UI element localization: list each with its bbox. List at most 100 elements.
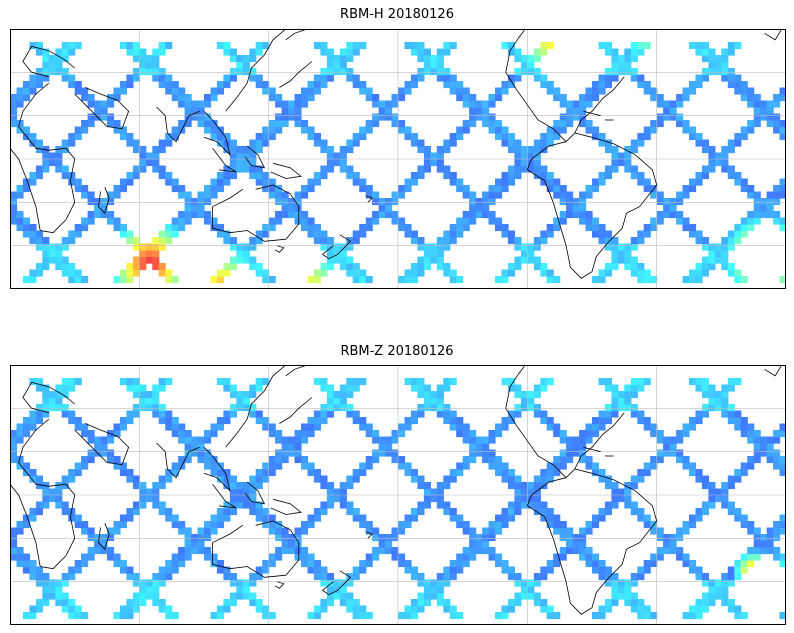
swath-cell: [16, 456, 24, 464]
swath-cell: [611, 152, 619, 160]
swath-cell: [617, 404, 625, 412]
swath-cell: [320, 599, 328, 607]
swath-cell: [469, 113, 477, 121]
swath-cell: [320, 417, 328, 425]
swath-cell: [520, 501, 528, 509]
swath-cell: [242, 55, 250, 63]
swath-cell: [42, 152, 50, 160]
swath-cell: [436, 61, 444, 69]
swath-cell: [727, 74, 735, 82]
swath-cell: [171, 276, 179, 284]
swath-cell: [501, 417, 509, 425]
swath-cell: [721, 55, 729, 63]
swath-cell: [462, 224, 470, 232]
swath-cell: [204, 217, 212, 225]
swath-cell: [624, 152, 632, 160]
swath-cell: [740, 81, 748, 89]
swath-cell: [624, 391, 632, 399]
swath-cell: [520, 61, 528, 69]
swath-cell: [708, 488, 716, 496]
swath-cell: [119, 462, 127, 470]
swath-cell: [307, 217, 315, 225]
swath-cell: [152, 68, 160, 76]
swath-cell: [727, 243, 735, 251]
swath-cell: [695, 573, 703, 581]
swath-cell: [113, 560, 121, 568]
swath-cell: [572, 107, 580, 115]
swath-cell: [236, 488, 244, 496]
swath-cell: [527, 68, 535, 76]
swath-cell: [404, 462, 412, 470]
swath-cell: [178, 120, 186, 128]
swath-cell: [721, 68, 729, 76]
swath-cell: [721, 404, 729, 412]
swath-cell: [216, 605, 224, 613]
swath-cell: [255, 417, 263, 425]
swath-cell: [216, 172, 224, 180]
swath-cell: [643, 126, 651, 134]
swath-cell: [223, 230, 231, 238]
swath-cell: [624, 495, 632, 503]
swath-cell: [520, 482, 528, 490]
swath-cell: [501, 612, 509, 620]
swath-cell: [689, 81, 697, 89]
swath-cell: [35, 599, 43, 607]
swath-cell: [598, 475, 606, 483]
swath-cell: [313, 276, 321, 284]
swath-cell: [216, 224, 224, 232]
swath-cell: [727, 404, 735, 412]
swath-cell: [29, 514, 37, 522]
swath-cell: [488, 126, 496, 134]
swath-cell: [753, 120, 761, 128]
swath-cell: [553, 560, 561, 568]
swath-cell: [152, 165, 160, 173]
swath-cell: [42, 573, 50, 581]
swath-cell: [495, 469, 503, 477]
swath-cell: [727, 230, 735, 238]
swath-cell: [643, 178, 651, 186]
swath-cell: [152, 397, 160, 405]
swath-cell: [727, 508, 735, 516]
swath-cell: [275, 534, 283, 542]
swath-cell: [223, 165, 231, 173]
swath-cell: [126, 74, 134, 82]
swath-cell: [307, 417, 315, 425]
swath-cell: [16, 211, 24, 219]
swath-cell: [68, 81, 76, 89]
swath-cell: [507, 48, 515, 56]
swath-cell: [372, 527, 380, 535]
swath-cell: [158, 269, 166, 277]
swath-cell: [604, 81, 612, 89]
swath-cell: [307, 230, 315, 238]
swath-cell: [604, 74, 612, 82]
swath-cell: [171, 566, 179, 574]
swath-cell: [656, 100, 664, 108]
swath-cell: [753, 456, 761, 464]
swath-cell: [566, 100, 574, 108]
swath-cell: [333, 579, 341, 587]
swath-cell: [184, 204, 192, 212]
swath-cell: [262, 133, 270, 141]
swath-cell: [378, 443, 386, 451]
swath-cell: [482, 198, 490, 206]
swath-cell: [210, 191, 218, 199]
swath-cell: [721, 48, 729, 56]
swath-cell: [178, 217, 186, 225]
swath-cell: [165, 573, 173, 581]
swath-cell: [507, 74, 515, 82]
swath-cell: [546, 566, 554, 574]
swath-cell: [313, 378, 321, 386]
swath-cell: [585, 456, 593, 464]
coastline: [10, 418, 76, 570]
swath-cell: [87, 456, 95, 464]
swath-cell: [81, 120, 89, 128]
swath-cell: [94, 107, 102, 115]
swath-cell: [417, 378, 425, 386]
swath-cell: [592, 560, 600, 568]
swath-cell: [456, 230, 464, 238]
swath-cell: [701, 410, 709, 418]
swath-cell: [171, 430, 179, 438]
swath-cell: [61, 48, 69, 56]
swath-cell: [721, 165, 729, 173]
swath-cell: [333, 250, 341, 258]
